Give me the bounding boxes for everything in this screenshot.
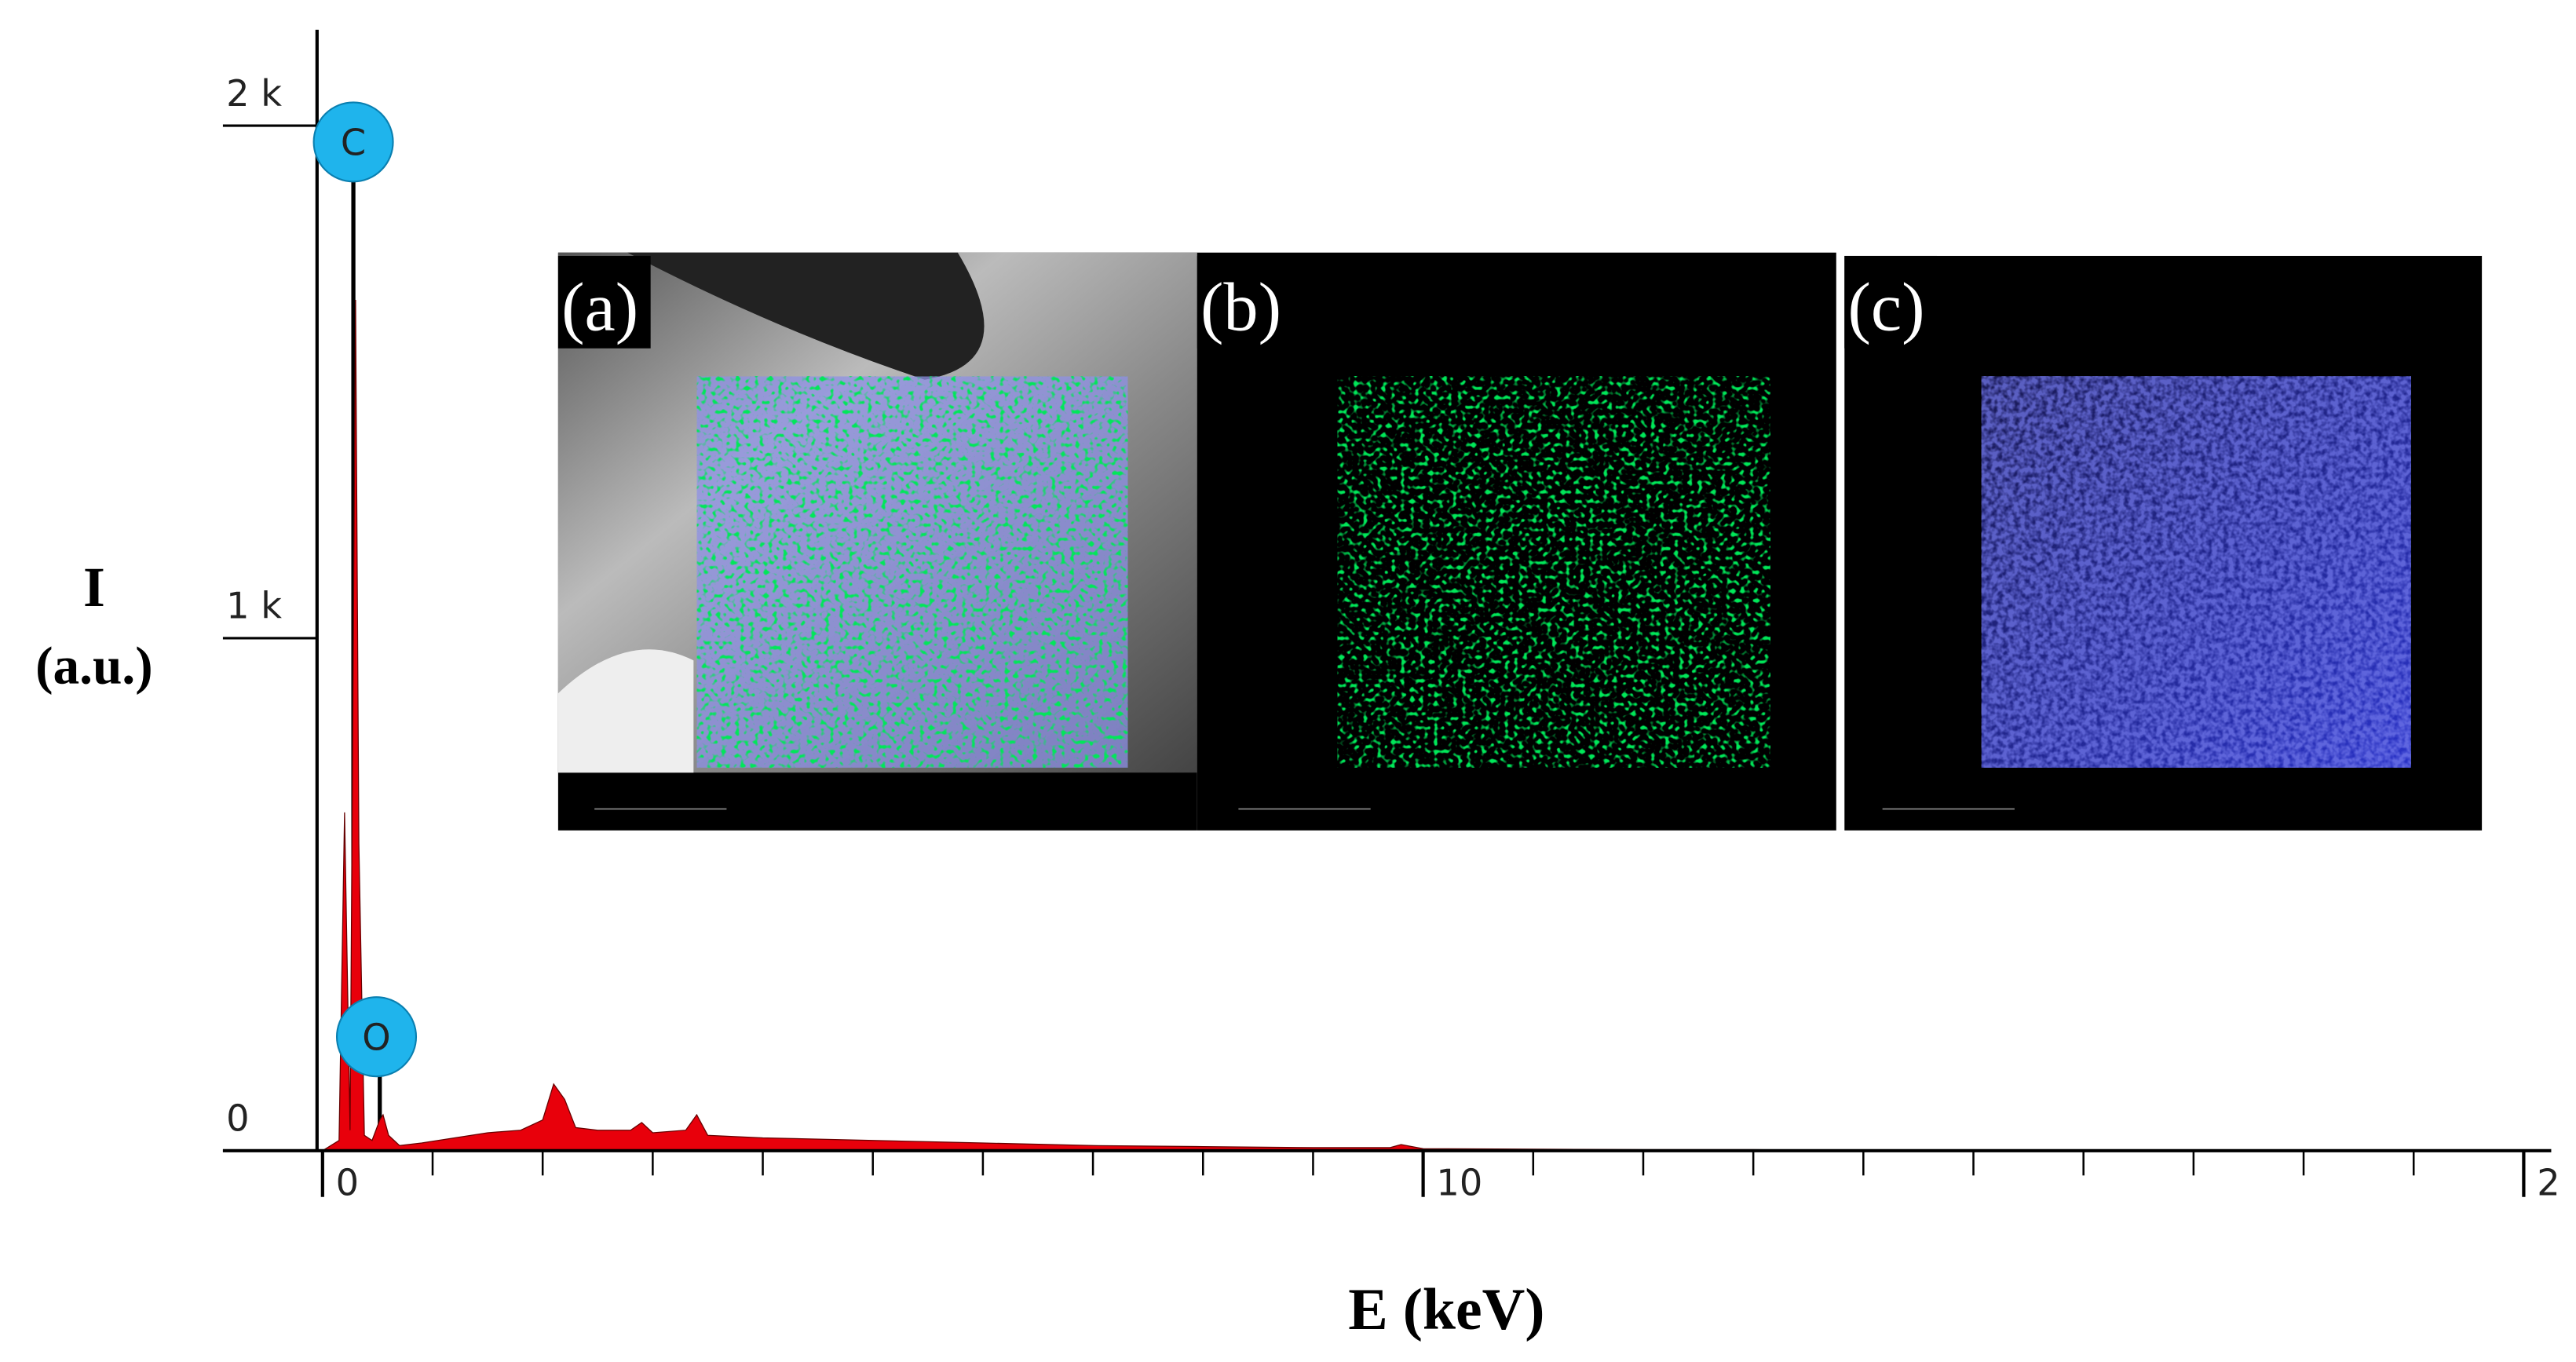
x-axis-label: E (keV) <box>1348 1277 1544 1342</box>
inset-b-map <box>1337 376 1770 768</box>
y-tick-label: 1 k <box>226 585 282 627</box>
labels: 0 1 k 2 k 0 10 2 C O I (a.u.) E (keV) (a) (b) (c) <box>35 72 2560 1342</box>
x-tick-label: 10 <box>1436 1162 1482 1204</box>
spectrum <box>320 300 1864 1152</box>
inset-label: (c) <box>1847 269 1924 346</box>
peak-marker <box>335 996 418 1078</box>
axes <box>222 29 2552 1197</box>
inset-a-dots <box>696 376 1128 768</box>
inset-a-shadow <box>627 252 985 380</box>
inset-a-bright <box>557 649 694 773</box>
inset-label-bg <box>1197 255 1290 349</box>
y-axis-label: (a.u.) <box>35 637 153 696</box>
peak-marker <box>312 101 394 183</box>
y-tick-label: 0 <box>226 1097 249 1140</box>
peak-label: C <box>341 122 366 164</box>
inset-label-bg <box>557 255 651 349</box>
inset-c-dots <box>1981 376 2411 768</box>
x-tick-label: 2 <box>2537 1162 2560 1204</box>
x-tick-label: 0 <box>336 1162 359 1204</box>
peak-label: O <box>362 1017 390 1059</box>
inset-label-bg <box>1844 255 1938 349</box>
inset-label: (b) <box>1200 269 1281 346</box>
y-tick-label: 2 k <box>226 72 282 115</box>
inset-label: (a) <box>561 269 638 346</box>
insets <box>557 252 2483 831</box>
y-axis-label: I <box>83 557 105 619</box>
